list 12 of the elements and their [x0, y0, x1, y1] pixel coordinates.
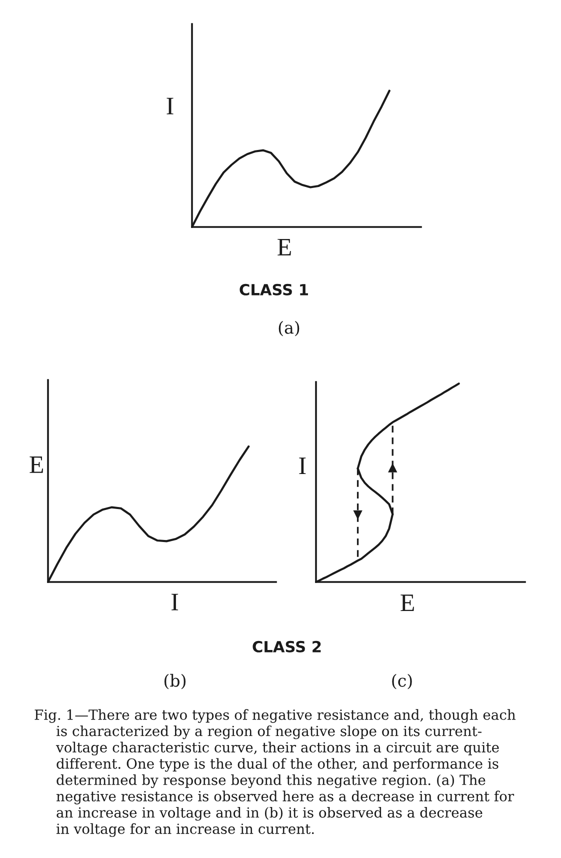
text: CLASS 2	[252, 640, 321, 652]
x-axis-title: E	[400, 594, 414, 612]
x-axis-title: E	[278, 238, 291, 256]
text: (b)	[164, 674, 186, 690]
y-axis-title: E	[30, 456, 43, 473]
text: CLASS 1	[240, 284, 308, 296]
text: (c)	[392, 674, 412, 690]
y-axis-title: I	[166, 98, 174, 114]
caption: Fig. 1—There are two types of negative resistance and, though each is characterized by a region of negative slope on its current- voltage characteristic curve, their actions in a circuit are quite different. One type is the dual of the other, and performance is determined by response beyond this negative region. (a) The negative resistance is observed here as a decrease in current for an increase in voltage and in (b) it is observed as a decrease in voltage for an increase in current.	[34, 709, 516, 837]
text: (a)	[278, 320, 300, 336]
y-axis-title: I	[299, 458, 306, 474]
x-axis-title: I	[172, 594, 178, 610]
